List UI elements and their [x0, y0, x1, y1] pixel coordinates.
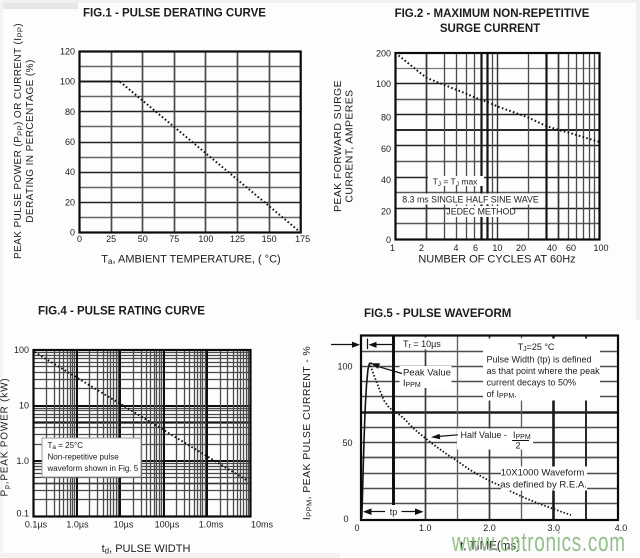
- svg-text:100: 100: [14, 345, 29, 355]
- svg-text:Ta, AMBIENT TEMPERATURE, ( °C): Ta, AMBIENT TEMPERATURE, ( °C): [101, 254, 280, 267]
- svg-text:2: 2: [419, 243, 424, 253]
- svg-text:SURGE CURRENT: SURGE CURRENT: [440, 23, 540, 35]
- svg-text:4: 4: [453, 243, 458, 253]
- svg-text:of IPPM.: of IPPM.: [487, 389, 517, 400]
- svg-text:0.1: 0.1: [16, 509, 29, 519]
- svg-text:1: 1: [390, 243, 395, 253]
- svg-text:TJ = TJ max: TJ = TJ max: [433, 177, 479, 189]
- svg-text:Half Value -: Half Value -: [461, 430, 507, 440]
- svg-text:t, TIME(ms): t, TIME(ms): [460, 541, 520, 553]
- svg-text:as that point where the peak: as that point where the peak: [487, 366, 601, 376]
- svg-text:tp: tp: [390, 507, 398, 517]
- svg-text:IPPM: IPPM: [513, 430, 531, 441]
- svg-text:0: 0: [386, 235, 391, 245]
- svg-text:FIG.1 - PULSE DERATING CURVE: FIG.1 - PULSE DERATING CURVE: [83, 8, 266, 20]
- svg-text:100µs: 100µs: [155, 520, 180, 530]
- svg-text:0: 0: [354, 523, 359, 533]
- svg-text:60: 60: [65, 137, 75, 147]
- svg-text:80: 80: [65, 107, 75, 117]
- svg-text:1.0: 1.0: [419, 523, 432, 533]
- svg-text:0.1µs: 0.1µs: [25, 520, 48, 530]
- svg-text:125: 125: [230, 234, 245, 244]
- svg-text:PEAK FORWARD SURGE: PEAK FORWARD SURGE: [332, 80, 344, 212]
- svg-text:10: 10: [19, 401, 29, 411]
- svg-text:Pp,PEAK POWER (kW): Pp,PEAK POWER (kW): [0, 378, 11, 497]
- svg-text:100: 100: [337, 362, 352, 372]
- svg-text:100: 100: [60, 77, 75, 87]
- svg-text:IPPM: IPPM: [403, 378, 421, 389]
- svg-text:60: 60: [381, 144, 391, 154]
- svg-text:Ta = 25°C: Ta = 25°C: [48, 441, 84, 451]
- svg-text:10µs: 10µs: [114, 520, 134, 530]
- svg-text:td, PULSE WIDTH: td, PULSE WIDTH: [102, 543, 191, 556]
- svg-text:IPPM, PEAK PULSE CURRENT - %: IPPM, PEAK PULSE CURRENT - %: [301, 346, 314, 520]
- svg-text:100: 100: [198, 234, 213, 244]
- svg-text:current decays to 50%: current decays to 50%: [487, 378, 577, 388]
- svg-text:DERATING IN PERCENTAGE (%): DERATING IN PERCENTAGE (%): [25, 59, 36, 222]
- svg-text:as defined by R.E.A.: as defined by R.E.A.: [500, 480, 587, 491]
- svg-text:1.0µs: 1.0µs: [66, 520, 89, 530]
- svg-text:1.0: 1.0: [16, 456, 29, 466]
- svg-text:TJ=25 °C: TJ=25 °C: [518, 342, 555, 353]
- svg-text:10ms: 10ms: [251, 520, 274, 530]
- svg-text:2: 2: [515, 441, 520, 451]
- svg-text:20: 20: [516, 243, 526, 253]
- svg-text:4.0: 4.0: [615, 523, 628, 533]
- svg-text:150: 150: [262, 234, 277, 244]
- svg-text:120: 120: [60, 47, 75, 57]
- svg-text:200: 200: [376, 49, 391, 59]
- svg-text:Tr = 10µs: Tr = 10µs: [403, 339, 441, 350]
- svg-text:waveform shown in Fig. 5: waveform shown in Fig. 5: [47, 464, 139, 473]
- svg-text:80: 80: [381, 113, 391, 123]
- svg-text:20: 20: [65, 197, 75, 207]
- svg-text:0: 0: [77, 234, 82, 244]
- svg-text:CURRENT, AMPERES: CURRENT, AMPERES: [344, 89, 356, 202]
- svg-text:FIG.2 - MAXIMUM NON-REPETITIVE: FIG.2 - MAXIMUM NON-REPETITIVE: [395, 8, 590, 20]
- svg-text:1.0ms: 1.0ms: [199, 520, 224, 530]
- svg-text:40: 40: [547, 243, 557, 253]
- svg-text:100: 100: [376, 79, 391, 89]
- svg-text:6: 6: [473, 243, 478, 253]
- svg-text:20: 20: [381, 206, 391, 216]
- svg-text:60: 60: [566, 243, 576, 253]
- svg-text:175: 175: [295, 234, 310, 244]
- svg-text:FIG.4 - PULSE RATING CURVE: FIG.4 - PULSE RATING CURVE: [38, 306, 205, 318]
- svg-text:Non-repetitive pulse: Non-repetitive pulse: [48, 453, 120, 462]
- svg-text:NUMBER OF CYCLES AT 60Hz: NUMBER OF CYCLES AT 60Hz: [418, 254, 575, 266]
- svg-text:40: 40: [381, 175, 391, 185]
- svg-text:75: 75: [169, 234, 179, 244]
- svg-text:FIG.5 - PULSE WAVEFORM: FIG.5 - PULSE WAVEFORM: [364, 308, 511, 320]
- svg-text:25: 25: [106, 234, 116, 244]
- svg-text:8.3 ms SINGLE HALF SINE WAVE: 8.3 ms SINGLE HALF SINE WAVE: [402, 195, 539, 205]
- svg-text:50: 50: [138, 234, 148, 244]
- svg-text:40: 40: [65, 167, 75, 177]
- svg-text:10X1000 Waveform: 10X1000 Waveform: [501, 468, 585, 479]
- svg-text:3.0: 3.0: [548, 523, 561, 533]
- svg-text:0: 0: [343, 514, 348, 524]
- svg-text:50: 50: [342, 438, 352, 448]
- svg-text:100: 100: [593, 243, 608, 253]
- svg-text:Pulse Width (tp) is defined: Pulse Width (tp) is defined: [487, 354, 592, 364]
- svg-text:0: 0: [70, 228, 75, 238]
- svg-text:Peak Value: Peak Value: [403, 368, 451, 379]
- svg-text:PEAK PULSE POWER (PPP) OR CURR: PEAK PULSE POWER (PPP) OR CURRENT (IPP): [13, 23, 25, 259]
- svg-text:JEDEC METHOD: JEDEC METHOD: [446, 207, 515, 217]
- svg-text:2.0: 2.0: [483, 523, 496, 533]
- svg-text:10: 10: [492, 243, 502, 253]
